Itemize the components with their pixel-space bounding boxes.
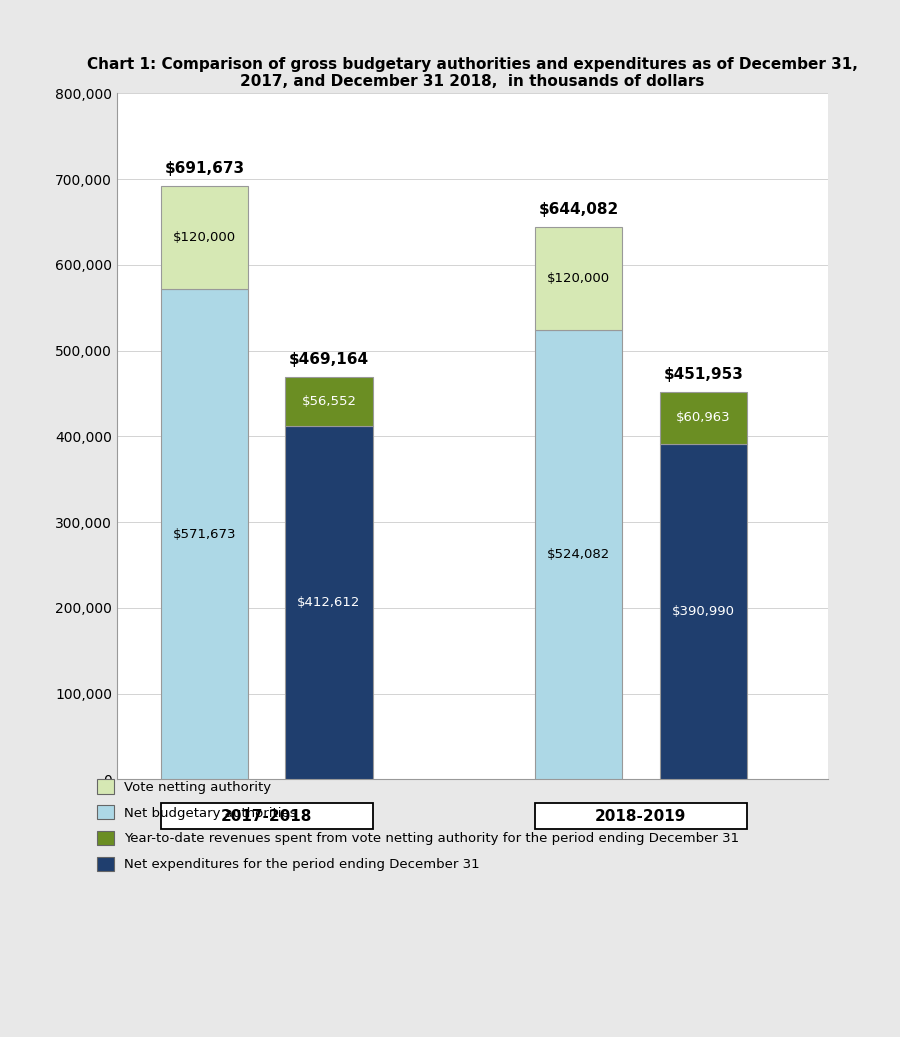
Text: $412,612: $412,612 [297, 596, 361, 609]
Bar [535, 330, 622, 780]
Text: 2018-2019: 2018-2019 [595, 809, 687, 823]
Text: $60,963: $60,963 [676, 412, 731, 424]
Bar [161, 289, 248, 780]
Bar [535, 227, 622, 330]
Bar [660, 392, 747, 444]
Text: $120,000: $120,000 [173, 231, 236, 244]
Bar [660, 444, 747, 780]
Bar [161, 804, 373, 830]
Text: $644,082: $644,082 [538, 202, 618, 217]
Text: $56,552: $56,552 [302, 395, 356, 408]
Text: $390,990: $390,990 [671, 606, 734, 618]
Text: $120,000: $120,000 [547, 272, 610, 285]
Bar [535, 804, 747, 830]
Bar [285, 377, 373, 425]
Legend: Vote netting authority, Net budgetary authorities, Year-to-date revenues spent f: Vote netting authority, Net budgetary au… [96, 779, 740, 871]
Text: $451,953: $451,953 [663, 366, 743, 382]
Text: $524,082: $524,082 [547, 549, 610, 561]
Text: $571,673: $571,673 [173, 528, 236, 540]
Bar [285, 425, 373, 780]
Text: $469,164: $469,164 [289, 352, 369, 367]
Text: Chart 1: Comparison of gross budgetary authorities and expenditures as of Decemb: Chart 1: Comparison of gross budgetary a… [87, 57, 858, 89]
Text: $691,673: $691,673 [165, 161, 245, 176]
Bar [161, 187, 248, 289]
Text: 2017-2018: 2017-2018 [221, 809, 312, 823]
